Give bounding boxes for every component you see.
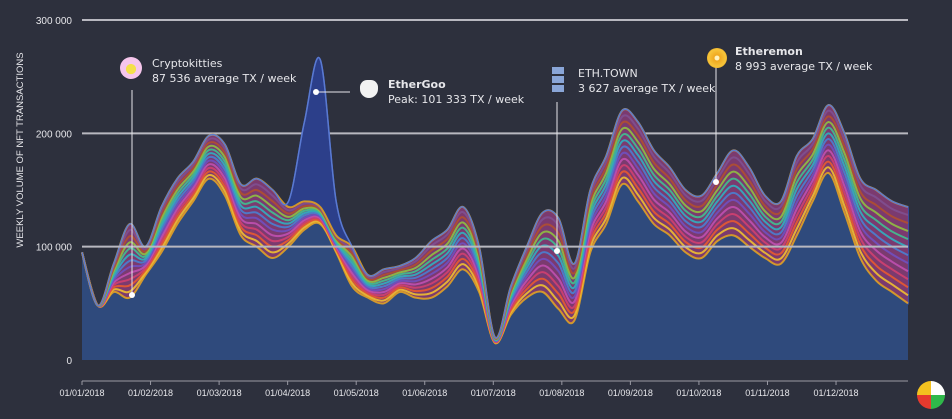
- x-axis: 01/01/2018 01/02/2018 01/03/2018 01/04/2018…: [59, 380, 908, 398]
- stacked-areas: [81, 56, 909, 360]
- annotation-title: Cryptokitties: [152, 57, 223, 70]
- annotation-etheremon: Etheremon 8 993 average TX / week: [735, 44, 872, 74]
- area-base: [82, 172, 908, 360]
- annotation-title: Etheremon: [735, 45, 803, 58]
- annotation-dot: [129, 292, 135, 298]
- x-tick-label: 01/07/2018: [471, 388, 516, 398]
- x-tick-label: 01/03/2018: [197, 388, 242, 398]
- annotation-title: EtherGoo: [388, 78, 446, 91]
- annotation-dot: [313, 89, 319, 95]
- annotation-leaders: [129, 50, 719, 298]
- y-tick-label: 100 000: [36, 243, 73, 254]
- annotation-text: 8 993 average TX / week: [735, 60, 873, 73]
- x-tick-label: 01/02/2018: [128, 388, 173, 398]
- x-tick-label: 01/04/2018: [265, 388, 310, 398]
- annotation-dot: [554, 248, 560, 254]
- cryptokitties-icon: [120, 57, 142, 79]
- annotation-ethergoo: EtherGoo Peak: 101 333 TX / week: [388, 77, 524, 107]
- y-tick-label: 0: [66, 356, 72, 367]
- x-tick-label: 01/11/2018: [745, 388, 789, 398]
- gridlines: [82, 19, 908, 135]
- annotation-text: 87 536 average TX / week: [152, 72, 297, 85]
- y-tick-label: 200 000: [36, 129, 73, 140]
- y-tick-label: 300 000: [36, 16, 73, 27]
- x-tick-label: 01/05/2018: [334, 388, 379, 398]
- x-tick-label: 01/12/2018: [814, 388, 859, 398]
- annotation-cryptokitties: Cryptokitties 87 536 average TX / week: [152, 56, 296, 86]
- x-tick-label: 01/08/2018: [539, 388, 584, 398]
- y-axis-label: WEEKLY VOLUME OF NFT TRANSACTIONS: [15, 52, 26, 247]
- ethergoo-icon: [360, 80, 378, 98]
- x-tick-label: 01/10/2018: [676, 388, 721, 398]
- ethtown-icon: [552, 67, 564, 93]
- brand-logo: [917, 381, 945, 409]
- annotation-title: ETH.TOWN: [578, 67, 638, 80]
- annotation-ethtown: ETH.TOWN 3 627 average TX / week: [578, 66, 715, 96]
- top-outline: [81, 56, 909, 339]
- annotation-dot: [713, 179, 719, 185]
- annotation-text: 3 627 average TX / week: [578, 82, 716, 95]
- etheremon-icon: [707, 48, 727, 68]
- x-tick-label: 01/06/2018: [402, 388, 447, 398]
- x-tick-label: 01/09/2018: [608, 388, 653, 398]
- annotation-text: Peak: 101 333 TX / week: [388, 93, 525, 106]
- x-tick-label: 01/01/2018: [59, 388, 104, 398]
- y-axis: 0 100 000 200 000 300 000: [36, 16, 73, 367]
